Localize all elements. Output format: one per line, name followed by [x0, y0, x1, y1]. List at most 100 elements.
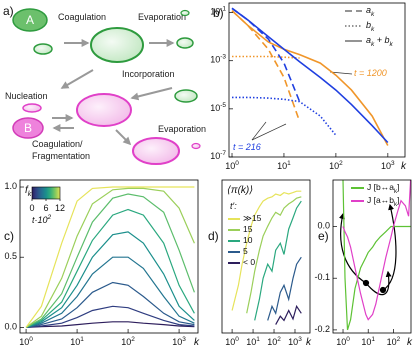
panel-label: b)	[213, 6, 224, 20]
arrow	[130, 87, 173, 101]
series-line	[25, 193, 195, 328]
blob	[180, 9, 190, 17]
series-line	[25, 186, 195, 328]
series-line	[25, 281, 195, 328]
legend-label: < 0	[243, 257, 255, 267]
legend-title: t′:	[230, 201, 237, 211]
x-tick-label: 101	[277, 160, 291, 171]
plot-area	[231, 7, 389, 146]
series-line	[246, 196, 302, 314]
series-line	[25, 187, 195, 328]
y-tick-label: 10-1	[210, 6, 226, 17]
series-line	[275, 304, 302, 325]
series-line	[232, 55, 300, 59]
blob	[22, 103, 42, 113]
x-tick-label: 103	[381, 160, 395, 171]
panel-label: c)	[4, 229, 14, 243]
x-axis-label: k	[401, 161, 407, 172]
legend-label: 15	[243, 224, 253, 234]
legend-label: 5	[243, 246, 248, 256]
x-tick-label: 103	[288, 336, 302, 347]
series-line	[231, 7, 301, 102]
blob	[76, 93, 132, 127]
series-line	[231, 7, 389, 144]
y-tick-label: 1.0	[4, 181, 17, 191]
x-axis-label: k	[407, 337, 413, 347]
colorbar-tick-label: 12	[55, 203, 65, 213]
series-line	[231, 10, 301, 122]
x-tick-label: 100	[225, 160, 239, 171]
x-tick-label: 101	[361, 336, 375, 347]
arrow	[365, 270, 392, 295]
panel-label: a)	[3, 4, 14, 18]
blob	[176, 37, 194, 49]
pointer	[251, 121, 267, 141]
blob	[191, 142, 201, 150]
flux-arrows	[339, 203, 397, 295]
series-line	[267, 256, 302, 321]
series-line	[25, 231, 195, 328]
plot-area	[231, 190, 302, 325]
y-tick-label: -0.2	[314, 324, 330, 334]
plot-area	[25, 186, 195, 328]
y-tick-label: 10-3	[210, 54, 226, 65]
process-label: Coagulation/	[32, 139, 83, 149]
diagram: a) A Coagulation Evaporation Nucleation …	[3, 4, 206, 165]
x-tick-label: 101	[70, 336, 84, 347]
colorbar-tick-label: 0	[29, 203, 34, 213]
x-tick-label: 100	[225, 336, 239, 347]
process-label: Evaporation	[138, 12, 186, 22]
colorbar-tick-label: 6	[43, 203, 48, 213]
species-a-blob	[12, 8, 48, 32]
colorbar	[31, 186, 61, 200]
series-line	[231, 190, 302, 311]
x-axis-label: k	[306, 337, 312, 347]
blob	[33, 43, 53, 55]
x-tick-label: 101	[246, 336, 260, 347]
x-tick-label: 102	[267, 336, 281, 347]
dot	[362, 279, 370, 287]
panel-label: e)	[318, 229, 329, 243]
legend-label: bk	[366, 20, 375, 33]
dot	[379, 286, 387, 294]
series-line	[342, 180, 411, 321]
x-tick-label: 102	[121, 336, 135, 347]
axes-frame	[228, 2, 406, 158]
y-tick-label: 10-5	[210, 102, 226, 113]
blob	[90, 27, 144, 63]
legend-label: ak + bk	[366, 35, 394, 48]
x-tick-label: 102	[329, 160, 343, 171]
process-label: Evaporation	[158, 124, 206, 134]
y-tick-label: 0.5	[4, 252, 17, 262]
process-label: Nucleation	[5, 91, 48, 101]
series-line	[26, 305, 195, 328]
axes-frame	[19, 179, 199, 334]
series-line	[232, 96, 337, 136]
y-axis-label: fk	[25, 185, 32, 199]
legend-label: 10	[243, 235, 253, 245]
arrow	[382, 203, 397, 291]
y-tick-label: -0.1	[314, 273, 330, 283]
process-label: Coagulation	[58, 12, 106, 22]
pointer	[251, 123, 287, 141]
colorbar-label: t·102	[32, 214, 52, 225]
species-b: B	[24, 121, 32, 135]
annotation: t = 216	[233, 142, 261, 152]
axes-frame	[332, 179, 412, 334]
plot-area	[342, 180, 411, 331]
annotation: t = 1200	[354, 68, 387, 78]
legend-label: J [b↔ak]	[367, 182, 399, 195]
y-tick-label: 0.0	[317, 221, 330, 231]
y-tick-label: 0.0	[4, 322, 17, 332]
process-label: Incorporation	[122, 69, 175, 79]
series-line	[254, 200, 302, 321]
species-b-blob	[12, 117, 44, 139]
x-axis-label: k	[194, 337, 200, 347]
y-tick-label: 10-7	[210, 150, 226, 161]
arrow	[60, 69, 94, 89]
x-tick-label: 100	[336, 336, 350, 347]
blob	[174, 89, 198, 103]
pointer	[329, 71, 353, 75]
legend-label: ≫15	[243, 213, 262, 223]
